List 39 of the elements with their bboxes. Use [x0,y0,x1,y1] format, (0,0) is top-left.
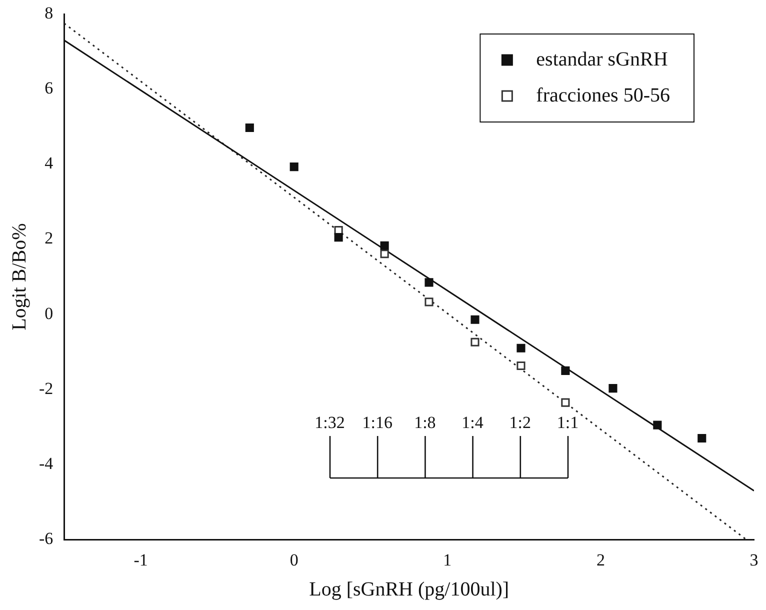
point [380,250,389,258]
y-tick-label: 6 [44,78,54,98]
point [516,361,526,370]
point [698,434,706,443]
y-tick-label: 2 [44,228,54,248]
y-tick-label: -2 [38,378,54,398]
point [470,315,480,324]
y-tick-label: 8 [44,3,54,22]
legend-label: fracciones 50-56 [536,84,670,106]
x-axis-title: Log [sGnRH (pg/100ul)] [309,578,510,600]
point [516,344,526,352]
point [608,384,618,393]
x-tick-label: 2 [596,550,605,570]
point [470,338,480,346]
legend-label: estandar sGnRH [536,48,668,70]
annotation: 1:2 [509,412,532,432]
annotation: 1:16 [362,412,392,432]
annotation: 1:1 [556,412,579,432]
x-tick-label: 0 [290,550,298,570]
y-tick-label: -6 [38,529,54,548]
y-tick-label: 0 [44,304,54,323]
annotation: 1:8 [414,412,436,432]
y-tick-label: -4 [38,454,54,473]
point [561,366,570,375]
y-tick-label: 4 [44,154,54,173]
point [334,233,343,242]
point [561,398,570,407]
x-tick-label: -1 [134,550,148,570]
x-tick-label: 3 [750,550,758,570]
point [424,278,434,287]
y-axis-title: Logit B/Bo% [8,223,30,330]
point [380,241,389,250]
x-tick-label: 1 [443,550,452,570]
point [245,123,254,132]
annotation: 1:4 [462,412,484,432]
point [653,420,662,430]
point [424,298,434,306]
annotation: 1:32 [314,412,345,432]
point [290,162,298,172]
